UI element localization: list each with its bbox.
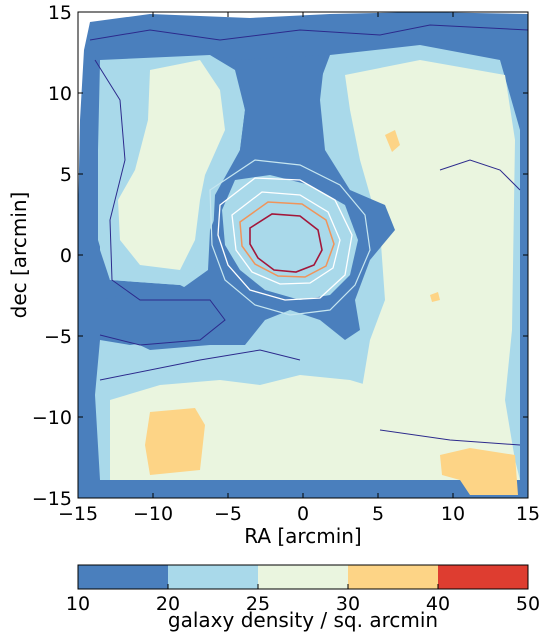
x-tick-label: 0 [297, 503, 309, 525]
y-axis-label: dec [arcmin] [7, 192, 31, 319]
contour-dark-blue-outer [89, 24, 528, 446]
y-tick-label: −15 [32, 488, 72, 510]
colorbar-tick-label: 10 [66, 593, 90, 615]
region-30-40-right-spot [430, 292, 440, 302]
contour-light [209, 159, 371, 316]
y-tick-label: 5 [60, 164, 72, 186]
colorbar-segment [348, 565, 439, 589]
x-tick-label: 5 [372, 503, 384, 525]
x-tick-label: −10 [133, 503, 173, 525]
colorbar: 10 20 25 30 40 50 [66, 565, 540, 615]
y-tick-label: −5 [44, 326, 72, 348]
colorbar-segment [168, 565, 259, 589]
y-tick-label: 15 [48, 2, 72, 24]
density-map [78, 12, 528, 498]
region-25-30-left [118, 60, 225, 270]
region-30-40-lower-left [145, 408, 205, 475]
x-axis-label: RA [arcmin] [244, 524, 361, 548]
contour-white-2 [231, 191, 341, 285]
colorbar-frame [77, 564, 529, 590]
contour-crimson [249, 213, 323, 273]
colorbar-tick-label: 40 [426, 593, 450, 615]
region-30-40-upper-right [385, 130, 400, 152]
colorbar-tick-label: 20 [156, 593, 180, 615]
colorbar-segment [258, 565, 349, 589]
y-tick-label: 0 [60, 245, 72, 267]
colorbar-tick-label: 25 [246, 593, 270, 615]
x-tick-label: 10 [441, 503, 465, 525]
x-tick-label: 15 [516, 503, 540, 525]
contour-white-1 [217, 177, 353, 301]
x-tick-label: −15 [58, 503, 98, 525]
contour-orange [239, 201, 335, 278]
ticks: −15 −10 −5 0 5 10 15 −15 −10 −5 0 5 10 15 [32, 2, 540, 525]
x-tick-label: −5 [214, 503, 242, 525]
region-30-40-lower-right [440, 448, 518, 495]
colorbar-segment [438, 565, 529, 589]
colorbar-tick-label: 30 [336, 593, 360, 615]
y-tick-label: −10 [32, 407, 72, 429]
y-tick-label: 10 [48, 83, 72, 105]
region-20-25-core [222, 175, 358, 300]
colorbar-label: galaxy density / sq. arcmin [168, 608, 438, 632]
colorbar-tick-label: 50 [516, 593, 540, 615]
contours [89, 24, 528, 446]
region-25-30-right [345, 60, 520, 480]
colorbar-segment [78, 565, 169, 589]
